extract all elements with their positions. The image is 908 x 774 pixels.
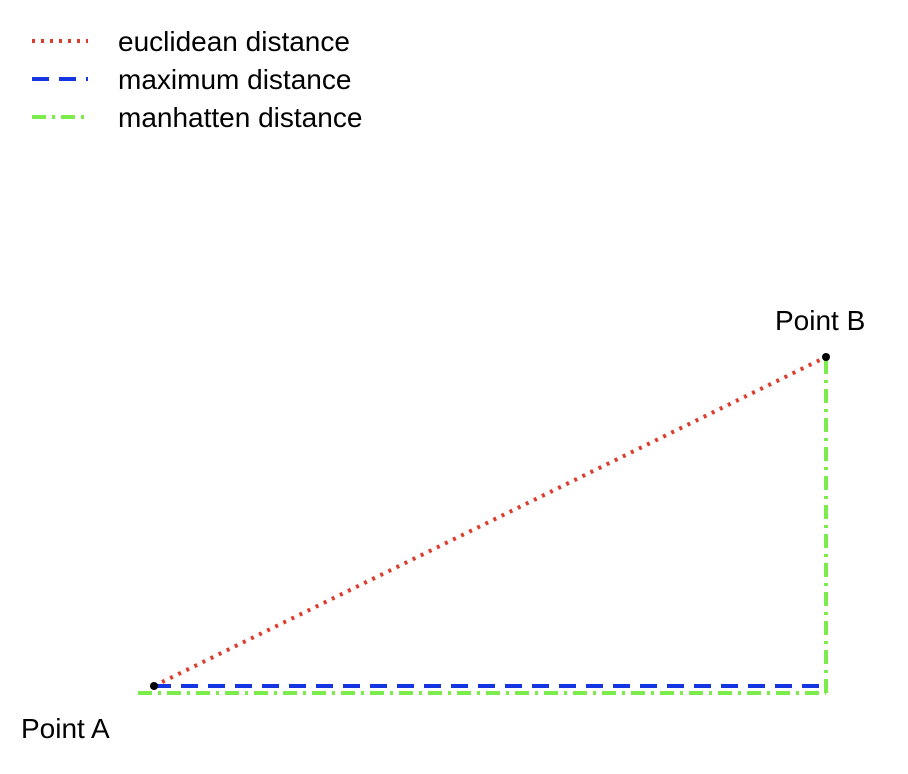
legend-maximum-label: maximum distance — [118, 64, 351, 95]
point-b-marker — [822, 353, 830, 361]
distance-lines — [138, 355, 828, 695]
legend-euclidean-label: euclidean distance — [118, 26, 350, 57]
legend-manhatten-label: manhatten distance — [118, 102, 362, 133]
point-b-label: Point B — [775, 305, 865, 336]
point-a-marker — [150, 682, 158, 690]
legend: euclidean distance maximum distance manh… — [32, 26, 362, 133]
euclidean-distance-line — [153, 355, 827, 688]
point-a-label: Point A — [21, 713, 110, 744]
